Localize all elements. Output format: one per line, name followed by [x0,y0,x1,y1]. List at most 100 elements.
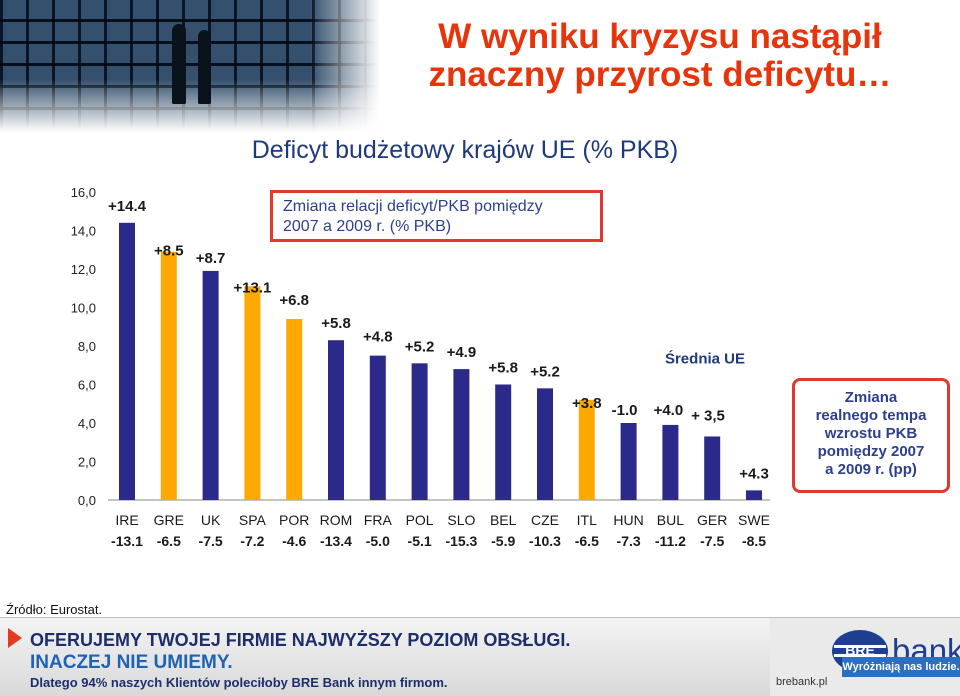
bar-gre [160,251,177,500]
page-title-line2: znaczny przyrost deficytu… [428,55,892,94]
side-line5: a 2009 r. (pp) [825,461,917,478]
bar-itl [578,399,595,500]
bar-hun [620,423,637,500]
change-label-fra: +4.8 [363,329,393,346]
average-annotation: Średnia UE + 3,5 [665,349,745,424]
bar-ger [704,436,721,500]
side-line3: wzrostu PKB [824,425,918,442]
y-tick-label: 12,0 [71,262,96,277]
category-label-swe: SWE [738,512,770,528]
change-label-slo: +4.9 [447,344,477,361]
growth-label-fra: -5.0 [366,533,390,549]
logo-mark-text: BRE [845,642,875,658]
category-label-uk: UK [201,512,221,528]
growth-label-ire: -13.1 [111,533,143,549]
bar-bul [662,424,679,500]
side-line4: pomiędzy 2007 [817,443,925,460]
gdp-growth-note: Zmiana realnego tempa wzrostu PKB pomięd… [792,378,950,493]
change-label-hun: -1.0 [612,402,638,419]
chart-title: Deficyt budżetowy krajów UE (% PKB) [251,136,679,164]
change-label-pol: +5.2 [405,338,435,355]
bar-uk [202,270,219,500]
deficit-bar-chart: 0,0 2,0 4,0 6,0 8,0 10,0 12,0 14,0 16,0 +14.4 +8.… [71,185,770,549]
growth-label-gre: -6.5 [157,533,181,549]
bar-swe [746,490,762,500]
photo-fade [310,0,380,132]
growth-label-bel: -5.9 [491,533,515,549]
growth-label-rom: -13.4 [320,533,352,549]
y-tick-label: 6,0 [78,378,96,393]
growth-label-pol: -5.1 [408,533,432,549]
note-line1: Zmiana relacji deficyt/PKB pomiędzy [283,198,543,215]
arrow-icon [8,628,22,648]
bar-rom [328,340,344,500]
y-tick-label: 14,0 [71,224,96,239]
growth-labels: -13.1 -6.5 -7.5 -7.2 -4.6 -13.4 -5.0 -5.1 -15.3-… [111,533,766,549]
slogan-badge: Wyróżniają nas ludzie. [842,657,960,677]
banner-line1: OFERUJEMY TWOJEJ FIRMIE NAJWYŻSZY POZIOM… [30,630,571,650]
y-tick-label: 16,0 [71,185,96,200]
change-label-itl: +3.8 [572,395,602,412]
y-tick-label: 4,0 [78,416,96,431]
category-label-fra: FRA [364,512,393,528]
deficit-change-note: Zmiana relacji deficyt/PKB pomiędzy 2007… [270,190,603,242]
category-label-hun: HUN [613,512,643,528]
side-line2: realnego tempa [815,407,927,424]
average-label: Średnia UE [665,349,745,367]
note-line2: 2007 a 2009 r. (% PKB) [283,218,452,235]
category-labels: IRE GRE UK SPA POR ROM FRA POL SLO BEL CZE ITL HUN BU… [115,512,770,528]
category-label-itl: ITL [577,512,597,528]
person-silhouette-right [198,30,211,104]
banner-line3: Dlatego 94% naszych Klientów poleciłoby … [30,675,448,690]
bar-bel [495,384,512,500]
change-label-uk: +8.7 [196,250,226,267]
change-label-swe: +4.3 [739,465,769,482]
category-label-gre: GRE [154,512,184,528]
change-label-gre: +8.5 [154,243,184,260]
growth-label-uk: -7.5 [199,533,223,549]
y-tick-label: 10,0 [71,301,96,316]
advert-banner[interactable]: OFERUJEMY TWOJEJ FIRMIE NAJWYŻSZY POZIOM… [0,617,960,696]
bar-slo [453,369,470,500]
y-axis: 0,0 2,0 4,0 6,0 8,0 10,0 12,0 14,0 16,0 [71,185,770,508]
bar-pol [411,363,428,500]
y-tick-label: 8,0 [78,339,96,354]
change-label-spa: +13.1 [233,279,271,296]
header-photo [0,0,380,132]
change-label-rom: +5.8 [321,315,351,332]
category-label-rom: ROM [320,512,353,528]
bar-fra [369,355,386,500]
category-label-bul: BUL [657,512,684,528]
change-label-bul: +4.0 [654,402,684,419]
category-label-slo: SLO [447,512,475,528]
source-note: Źródło: Eurostat. [6,602,103,617]
change-labels: +14.4 +8.5 +8.7 +13.1 +6.8 +5.8 +4.8 +5.2 +4.9 +5… [108,198,769,483]
banner-line2: INACZEJ NIE UMIEMY. [30,652,233,673]
category-label-bel: BEL [490,512,517,528]
bar-spa [244,286,261,500]
category-label-por: POR [279,512,309,528]
average-value-label: + 3,5 [691,408,725,425]
page-title: W wyniku kryzysu nastąpił znaczny przyro… [380,18,940,94]
bar-cze [537,388,553,500]
y-tick-label: 2,0 [78,455,96,470]
growth-label-por: -4.6 [282,533,306,549]
growth-label-swe: -8.5 [742,533,766,549]
page-title-line1: W wyniku kryzysu nastąpił [438,17,882,56]
category-label-ger: GER [697,512,727,528]
category-label-pol: POL [406,512,434,528]
y-tick-label: 0,0 [78,493,96,508]
growth-label-bul: -11.2 [655,533,686,549]
change-label-bel: +5.8 [488,360,518,377]
bar-por [286,319,303,500]
side-line1: Zmiana [844,389,898,406]
logo-url[interactable]: brebank.pl [776,676,828,688]
change-label-ire: +14.4 [108,198,147,215]
growth-label-hun: -7.3 [617,533,641,549]
growth-label-cze: -10.3 [529,533,561,549]
person-silhouette-left [172,24,186,104]
growth-label-itl: -6.5 [575,533,599,549]
growth-label-ger: -7.5 [700,533,724,549]
bars [119,222,762,501]
category-label-spa: SPA [239,512,267,528]
